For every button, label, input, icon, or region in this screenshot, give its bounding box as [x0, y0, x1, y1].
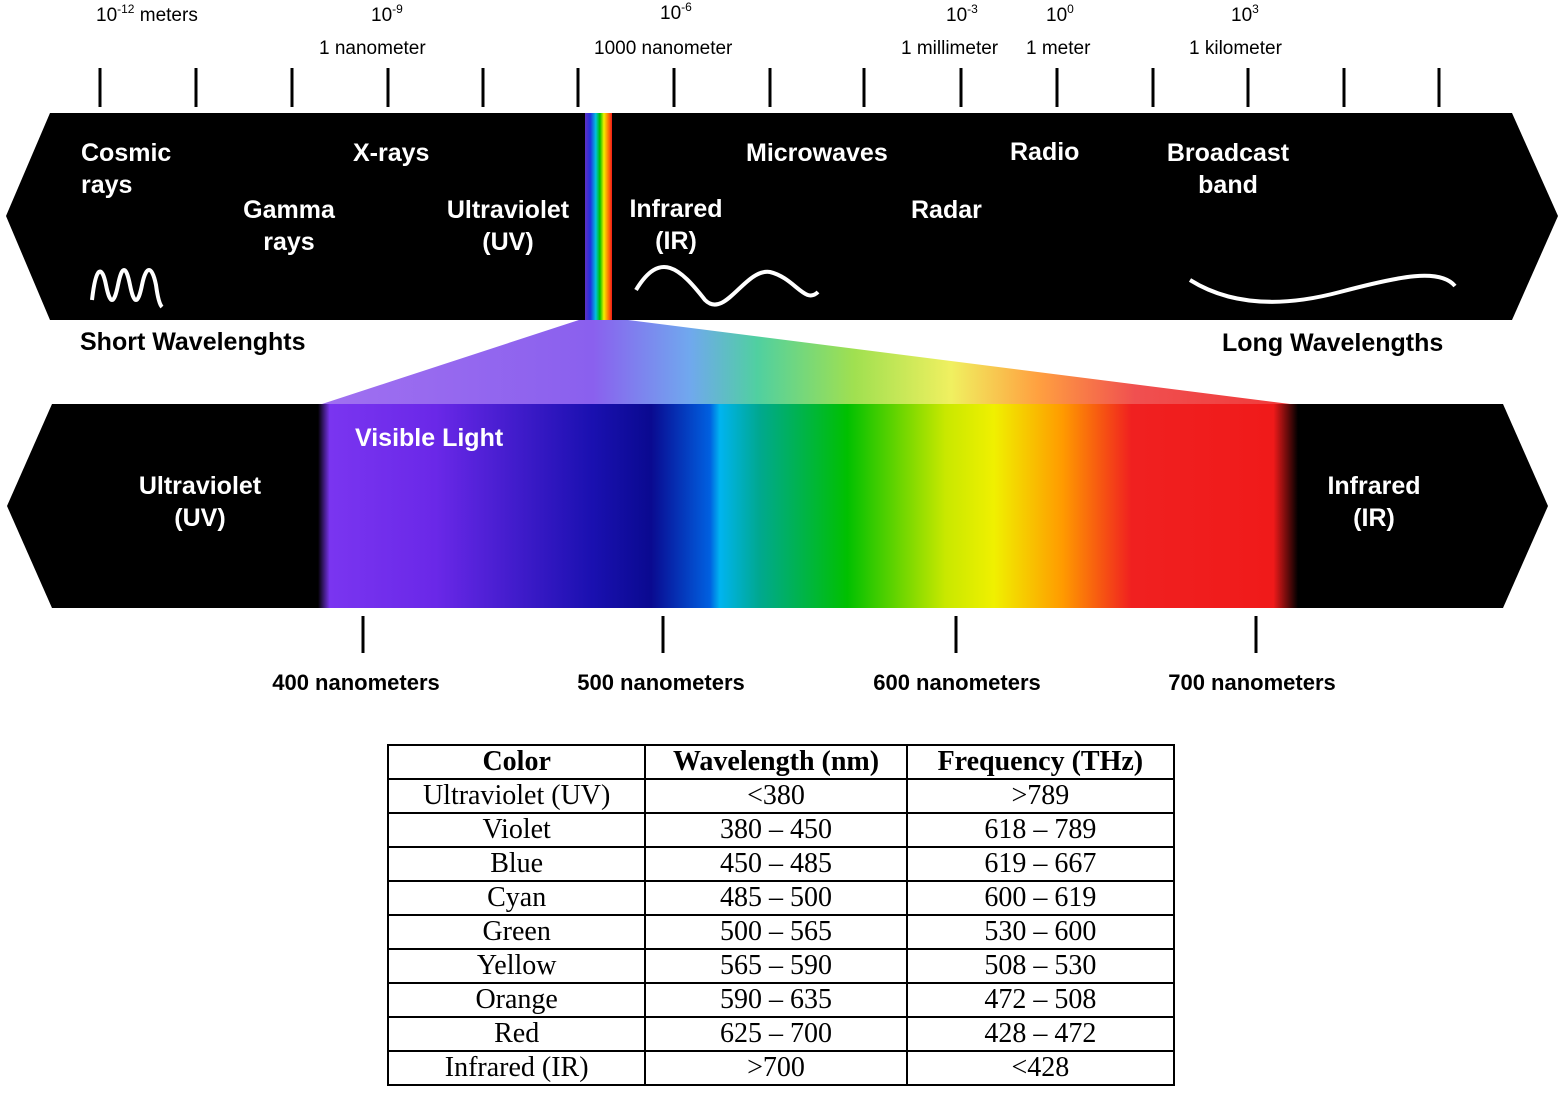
visible-gradient — [318, 404, 1298, 608]
scale-unit-label: 1 millimeter — [901, 38, 999, 59]
cell-frequency: >789 — [905, 778, 1176, 814]
cell-color: Red — [386, 1016, 647, 1052]
table-row: Red 625 – 700 428 – 472 — [386, 1016, 1176, 1052]
band-label-ultraviolet: Ultraviolet (UV) — [446, 196, 570, 256]
band-label-infrared: Infrared (IR) — [629, 195, 723, 255]
cell-frequency: 428 – 472 — [905, 1016, 1176, 1052]
visible-left-label: Ultraviolet (UV) — [138, 472, 262, 532]
nm-label: 500 nanometers — [577, 670, 745, 695]
scale-unit-label: 1 nanometer — [319, 38, 426, 59]
power-base: 10 — [371, 5, 393, 26]
cell-wavelength: 500 – 565 — [644, 914, 908, 950]
nm-ticks — [361, 616, 1258, 653]
band-label-x-rays: X-rays — [353, 139, 430, 167]
table-header-row: Color Wavelength (nm) Frequency (THz) — [386, 744, 1176, 780]
cell-wavelength: 485 – 500 — [644, 880, 908, 916]
em-spectrum-band — [6, 113, 1558, 320]
cell-frequency: 619 – 667 — [905, 846, 1176, 882]
power-base: 10 — [1231, 5, 1253, 26]
cell-wavelength: 450 – 485 — [644, 846, 908, 882]
cell-wavelength: 625 – 700 — [644, 1016, 908, 1052]
long-wavelengths-label: Long Wavelengths — [1222, 329, 1444, 357]
table-row: Infrared (IR) >700 <428 — [386, 1050, 1176, 1086]
table-row: Blue 450 – 485 619 – 667 — [386, 846, 1176, 882]
cell-color: Green — [386, 914, 647, 950]
cell-color: Cyan — [386, 880, 647, 916]
nm-label: 600 nanometers — [873, 670, 1041, 695]
band-label-microwaves: Microwaves — [746, 139, 888, 167]
header-wavelength: Wavelength (nm) — [644, 744, 908, 780]
cell-frequency: 508 – 530 — [905, 948, 1176, 984]
scale-power-label: 10-3 — [946, 2, 978, 27]
scale-power-label: 103 — [1231, 2, 1259, 27]
band-label-radio: Radio — [1010, 138, 1080, 166]
band-label-radar: Radar — [911, 196, 982, 224]
power-exponent: 0 — [1067, 2, 1074, 16]
cell-frequency: 472 – 508 — [905, 982, 1176, 1018]
band-label-broadcast-band: Broadcast band — [1166, 139, 1290, 199]
cell-color: Violet — [386, 812, 647, 848]
power-base: 10 — [1046, 5, 1068, 26]
visible-fan — [322, 318, 1290, 404]
power-suffix: meters — [134, 5, 198, 26]
cell-color: Infrared (IR) — [386, 1050, 647, 1086]
power-base: 10 — [946, 5, 968, 26]
cell-wavelength: 590 – 635 — [644, 982, 908, 1018]
power-exponent: -3 — [967, 2, 978, 16]
power-exponent: 3 — [1252, 2, 1259, 16]
scale-power-label: 10-9 — [371, 2, 403, 27]
color-table: Color Wavelength (nm) Frequency (THz) Ul… — [386, 744, 1176, 1086]
cell-color: Yellow — [386, 948, 647, 984]
table-row: Violet 380 – 450 618 – 789 — [386, 812, 1176, 848]
table-row: Green 500 – 565 530 – 600 — [386, 914, 1176, 950]
cell-wavelength: 380 – 450 — [644, 812, 908, 848]
band-label-cosmic-rays: Cosmic rays — [81, 139, 172, 199]
short-wavelengths-label: Short Wavelenghts — [80, 328, 306, 356]
visible-strip — [585, 113, 612, 320]
scale-power-label: 10-6 — [660, 0, 692, 25]
table-row: Cyan 485 – 500 600 – 619 — [386, 880, 1176, 916]
power-exponent: -6 — [681, 0, 692, 14]
header-frequency: Frequency (THz) — [905, 744, 1176, 780]
medium-wave-icon — [634, 265, 820, 307]
short-wave-icon — [90, 268, 164, 309]
table-row: Ultraviolet (UV) <380 >789 — [386, 778, 1176, 814]
cell-color: Ultraviolet (UV) — [386, 778, 647, 814]
cell-wavelength: <380 — [644, 778, 908, 814]
nm-label: 400 nanometers — [272, 670, 440, 695]
scale-power-label: 100 — [1046, 2, 1074, 27]
power-base: 10 — [96, 5, 118, 26]
scale-unit-label: 1 kilometer — [1189, 38, 1282, 59]
power-exponent: -9 — [392, 2, 403, 16]
nm-label: 700 nanometers — [1168, 670, 1336, 695]
cell-color: Blue — [386, 846, 647, 882]
table-row: Orange 590 – 635 472 – 508 — [386, 982, 1176, 1018]
power-exponent: -12 — [117, 2, 135, 16]
cell-wavelength: >700 — [644, 1050, 908, 1086]
scale-unit-label: 1000 nanometer — [594, 38, 733, 59]
visible-light-title: Visible Light — [355, 424, 504, 452]
cell-color: Orange — [386, 982, 647, 1018]
visible-right-label: Infrared (IR) — [1327, 472, 1421, 532]
cell-frequency: <428 — [905, 1050, 1176, 1086]
band-label-gamma-rays: Gamma rays — [243, 196, 335, 256]
cell-frequency: 530 – 600 — [905, 914, 1176, 950]
cell-frequency: 618 – 789 — [905, 812, 1176, 848]
cell-frequency: 600 – 619 — [905, 880, 1176, 916]
long-wave-icon — [1188, 273, 1457, 304]
cell-wavelength: 565 – 590 — [644, 948, 908, 984]
power-base: 10 — [660, 3, 682, 24]
scale-unit-label: 1 meter — [1026, 38, 1091, 59]
header-color: Color — [386, 744, 647, 780]
scale-power-label: 10-12 meters — [96, 2, 198, 27]
table-row: Yellow 565 – 590 508 – 530 — [386, 948, 1176, 984]
scale-ticks — [98, 68, 1441, 107]
